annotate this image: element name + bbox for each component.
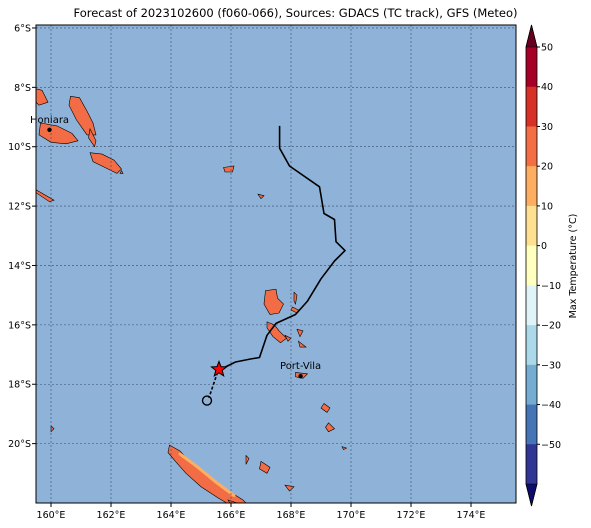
colorbar-tick-label: 10 [541, 201, 553, 212]
colorbar-extend-top [525, 24, 538, 48]
island [68, 95, 97, 136]
island [36, 88, 49, 106]
city-dot [298, 374, 303, 379]
colorbar-tick-label: −30 [541, 360, 561, 371]
island [320, 403, 331, 413]
colorbar-swatch [526, 285, 537, 326]
lat-tick-label: 20°S [8, 439, 31, 450]
lon-tick-label: 166°E [217, 510, 246, 521]
colorbar-tick-label: 50 [541, 43, 553, 54]
colorbar-swatch [526, 444, 537, 485]
island [245, 454, 250, 465]
graticule [36, 25, 516, 503]
island [297, 340, 307, 348]
colorbar-label: Max Temperature (°C) [568, 214, 579, 319]
landmass-layer [36, 88, 348, 503]
colorbar-outline [525, 24, 538, 507]
island [89, 152, 122, 174]
colorbar-tick-label: 20 [541, 162, 553, 173]
lon-tick-label: 170°E [337, 510, 366, 521]
island-highland [178, 452, 236, 498]
island [284, 334, 292, 342]
lat-tick-label: 18°S [8, 380, 31, 391]
colorbar-tick-label: 40 [541, 82, 553, 93]
colorbar-swatch [526, 126, 537, 167]
colorbar-swatch [526, 325, 537, 366]
island [266, 321, 287, 344]
island [257, 193, 265, 200]
lon-tick-label: 164°E [157, 510, 186, 521]
colorbar-tick-label: −20 [541, 321, 561, 332]
lat-tick-label: 14°S [8, 261, 31, 272]
island [88, 127, 97, 148]
colorbar-tick-label: −50 [541, 440, 561, 451]
city-dot [47, 127, 52, 133]
island [284, 484, 295, 492]
map-panel[interactable]: Honiara Port-Vila [30, 24, 517, 509]
storm-position-star [210, 360, 228, 378]
lon-tick-label: 160°E [37, 510, 66, 521]
colorbar: 50 40 30 20 10 0 −10 −20 −30 −40 −50 [525, 24, 561, 507]
island [227, 499, 238, 503]
colorbar-tick-label: 30 [541, 122, 553, 133]
island [325, 422, 336, 433]
colorbar-swatch [526, 166, 537, 207]
cyclone-track-layer [201, 125, 346, 406]
island [50, 425, 55, 433]
island [36, 189, 55, 203]
forecast-position-circle [201, 395, 213, 406]
latitude-ticks: 6°S 8°S 10°S 12°S 14°S 16°S 18°S 20°S [8, 23, 36, 450]
lon-tick-label: 172°E [397, 510, 426, 521]
colorbar-tick-label: 0 [541, 241, 547, 252]
colorbar-tick-label: −10 [541, 281, 561, 292]
colorbar-tick-label: −40 [541, 400, 561, 411]
lat-tick-label: 10°S [8, 142, 31, 153]
lat-tick-label: 8°S [14, 83, 31, 94]
lat-tick-label: 6°S [14, 23, 31, 34]
ocean-background [36, 25, 516, 503]
island [119, 169, 124, 174]
lat-tick-label: 16°S [8, 320, 31, 331]
island [296, 328, 304, 338]
island [223, 165, 235, 173]
island [259, 460, 271, 474]
colorbar-extend-bottom [525, 483, 538, 507]
cyclone-track-line [217, 125, 346, 374]
colorbar-swatch [526, 245, 537, 286]
place-markers: Honiara Port-Vila [30, 115, 321, 379]
lon-tick-label: 162°E [97, 510, 126, 521]
city-label: Honiara [30, 115, 69, 126]
island [341, 446, 348, 451]
longitude-ticks: 160°E 162°E 164°E 166°E 168°E 170°E 172°E 174°E [37, 503, 486, 521]
island [293, 291, 298, 306]
chart-title: Forecast of 2023102600 (f060-066), Sourc… [73, 6, 518, 20]
colorbar-swatch [526, 404, 537, 445]
lon-tick-label: 174°E [457, 510, 486, 521]
city-label: Port-Vila [280, 361, 321, 372]
colorbar-swatch [526, 47, 537, 88]
lon-tick-label: 168°E [277, 510, 306, 521]
map-frame [35, 24, 517, 504]
colorbar-swatch [526, 205, 537, 246]
island [263, 288, 284, 315]
colorbar-swatch [526, 364, 537, 405]
colorbar-swatch [526, 86, 537, 127]
lat-tick-label: 12°S [8, 202, 31, 213]
